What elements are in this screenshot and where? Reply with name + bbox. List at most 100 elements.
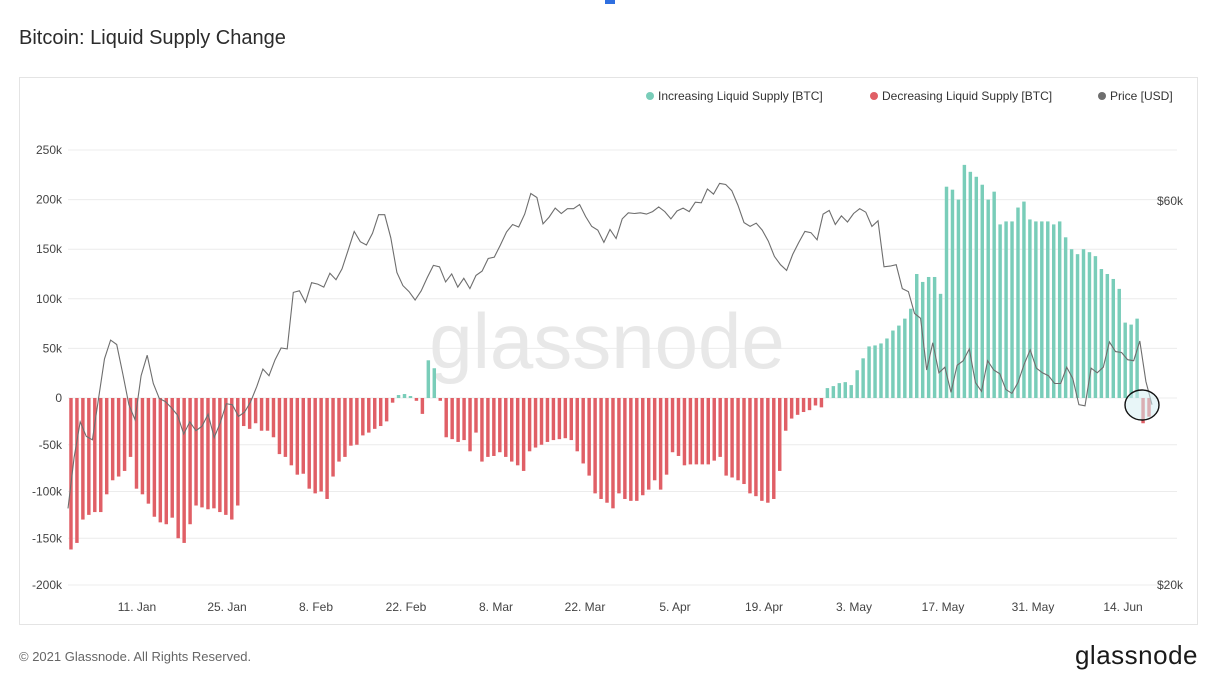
decrease-bar: [313, 398, 317, 494]
decrease-bar: [611, 398, 615, 509]
increase-bar: [1081, 249, 1086, 398]
decrease-bar: [99, 398, 103, 513]
increase-bar: [1069, 249, 1074, 398]
increase-bar: [1093, 256, 1098, 398]
decrease-bar: [724, 398, 728, 476]
glassnode-logo: glassnode: [1074, 640, 1198, 670]
y-axis-left-tick-label: -150k: [32, 531, 63, 545]
decrease-bar: [575, 398, 579, 452]
increase-bar: [1016, 207, 1020, 398]
decrease-bar: [730, 398, 734, 478]
increase-bar: [915, 274, 919, 398]
decrease-bar: [75, 398, 79, 543]
decrease-bar: [718, 398, 722, 457]
increase-bar: [903, 318, 907, 398]
decrease-bar: [212, 398, 216, 509]
increase-bar: [1040, 221, 1044, 398]
decrease-bar: [188, 398, 192, 525]
increase-bar: [974, 176, 979, 398]
decrease-bar: [605, 398, 609, 503]
decrease-bar: [664, 398, 669, 475]
decrease-bar: [462, 398, 466, 441]
increase-bar: [831, 386, 836, 398]
decrease-bar: [289, 398, 294, 466]
decrease-bar: [766, 398, 770, 503]
x-axis-tick-label: 8. Mar: [479, 600, 513, 614]
decrease-bar: [772, 398, 776, 499]
legend-item-label: Decreasing Liquid Supply [BTC]: [882, 89, 1052, 103]
decrease-bar: [623, 398, 627, 499]
decrease-bar: [206, 398, 210, 510]
decrease-bar: [754, 398, 758, 497]
decrease-bar: [629, 398, 633, 501]
decrease-bar: [712, 398, 716, 461]
liquid-supply-chart: glassnode 250k 200k 150k 100k 50k 0 -50k -100k -…: [32, 89, 1184, 614]
y-axis-left-tick-label: 250k: [36, 143, 63, 157]
decrease-bar: [480, 398, 484, 462]
decrease-bar: [390, 398, 395, 403]
decrease-bar: [277, 398, 282, 455]
legend-item-label: Price [USD]: [1110, 89, 1173, 103]
x-axis-tick-label: 11. Jan: [118, 600, 156, 614]
highlight-circle: [1124, 389, 1160, 421]
decrease-bar: [110, 398, 115, 481]
increase-bar: [897, 325, 901, 398]
decrease-bar: [134, 398, 139, 489]
decrease-bar: [635, 398, 639, 501]
increase-bar: [944, 186, 949, 398]
decrease-bar: [218, 398, 222, 513]
y-axis-right-tick-label: $60k: [1157, 194, 1184, 208]
increase-bar: [1057, 221, 1062, 398]
y-axis-left-tick-label: 100k: [36, 292, 63, 306]
decrease-bar: [378, 398, 383, 427]
decrease-bar: [456, 398, 460, 442]
increase-bar: [1034, 221, 1038, 398]
increase-bar: [1010, 221, 1014, 398]
decrease-bar: [331, 398, 335, 477]
x-axis-tick-label: 17. May: [922, 600, 965, 614]
increase-bar: [932, 276, 937, 398]
decrease-bar: [247, 398, 252, 429]
decrease-bar: [652, 398, 657, 481]
decrease-bar: [646, 398, 651, 490]
page-title: Bitcoin: Liquid Supply Change: [19, 27, 286, 49]
price-line: [67, 182, 1153, 509]
decrease-bar: [813, 398, 818, 406]
increase-bar: [426, 360, 431, 398]
decrease-bar: [301, 398, 305, 474]
legend-marker: [1098, 92, 1106, 100]
decrease-bar: [670, 398, 675, 453]
decrease-bar: [581, 398, 585, 464]
increase-bar: [962, 164, 967, 398]
decrease-bar: [748, 398, 752, 494]
decrease-bar: [414, 398, 419, 401]
y-axis-left-tick-label: 50k: [43, 341, 63, 355]
copyright-text: © 2021 Glassnode. All Rights Reserved.: [19, 649, 252, 664]
decrease-bar: [283, 398, 288, 457]
decrease-bar: [325, 398, 329, 499]
decrease-bar: [521, 398, 526, 471]
y-axis-left-tick-label: 150k: [36, 242, 63, 256]
decrease-bar: [307, 398, 311, 489]
increase-bar: [843, 382, 847, 398]
decrease-bar: [539, 398, 544, 445]
increase-bar: [1117, 288, 1121, 398]
increase-bar: [867, 346, 871, 398]
legend-marker: [646, 92, 654, 100]
decrease-bar: [438, 398, 442, 401]
x-axis-tick-label: 31. May: [1012, 600, 1055, 614]
decrease-bar: [694, 398, 699, 465]
increase-bar: [1129, 324, 1133, 398]
decrease-bar: [551, 398, 556, 441]
decrease-bar: [194, 398, 198, 506]
decrease-bar: [116, 398, 121, 477]
decrease-bar: [152, 398, 157, 517]
increase-bar: [855, 370, 859, 398]
increase-bar: [1004, 221, 1008, 398]
decrease-bar: [87, 398, 91, 515]
increase-bar: [861, 358, 865, 398]
decrease-bar: [587, 398, 591, 476]
decrease-bar: [265, 398, 270, 431]
decrease-bar: [444, 398, 448, 438]
legend-item-label: Increasing Liquid Supply [BTC]: [658, 89, 823, 103]
